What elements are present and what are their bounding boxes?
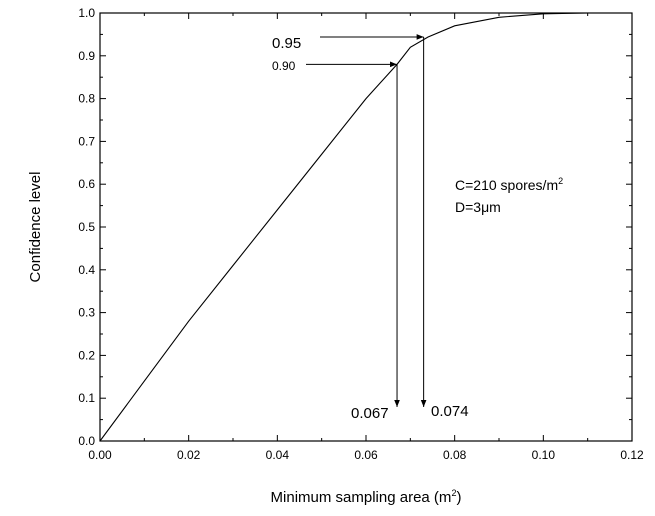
x-axis-ticks: 0.00 0.02 0.04 0.06 0.08 0.10 0.12 (88, 13, 644, 462)
x-tick-label: 0.04 (266, 448, 290, 462)
x-tick-label: 0.08 (443, 448, 467, 462)
label-095: 0.95 (272, 35, 301, 52)
x-tick-label: 0.06 (354, 448, 378, 462)
y-tick-label: 0.9 (78, 49, 95, 63)
label-0067: 0.067 (351, 405, 389, 422)
y-tick-label: 0.4 (78, 263, 95, 277)
y-tick-label: 0.5 (78, 220, 95, 234)
x-tick-label: 0.00 (88, 448, 112, 462)
y-tick-label: 0.6 (78, 177, 95, 191)
y-tick-label: 1.0 (78, 6, 95, 20)
y-tick-label: 0.7 (78, 134, 95, 148)
param-concentration: C=210 spores/m2 (455, 176, 563, 193)
x-tick-label: 0.10 (532, 448, 556, 462)
y-tick-label: 0.2 (78, 348, 95, 362)
y-axis-ticks: 0.0 0.1 0.2 0.3 0.4 0.5 0.6 0.7 0.8 0.9 1.0 (78, 6, 632, 448)
y-tick-label: 0.1 (78, 391, 95, 405)
x-tick-label: 0.12 (620, 448, 644, 462)
label-090: 0.90 (272, 59, 296, 73)
confidence-curve (99, 12, 588, 442)
y-tick-label: 0.0 (78, 434, 95, 448)
curve-layer (99, 12, 588, 442)
y-tick-label: 0.3 (78, 306, 95, 320)
y-tick-label: 0.8 (78, 92, 95, 106)
annotation-layer (306, 34, 427, 407)
param-diameter: D=3μm (455, 199, 501, 215)
x-tick-label: 0.02 (177, 448, 201, 462)
x-axis-title: Minimum sampling area (m2) (271, 488, 462, 506)
label-0074: 0.074 (431, 403, 469, 420)
y-axis-title: Confidence level (27, 172, 44, 283)
plot-frame (99, 12, 633, 442)
